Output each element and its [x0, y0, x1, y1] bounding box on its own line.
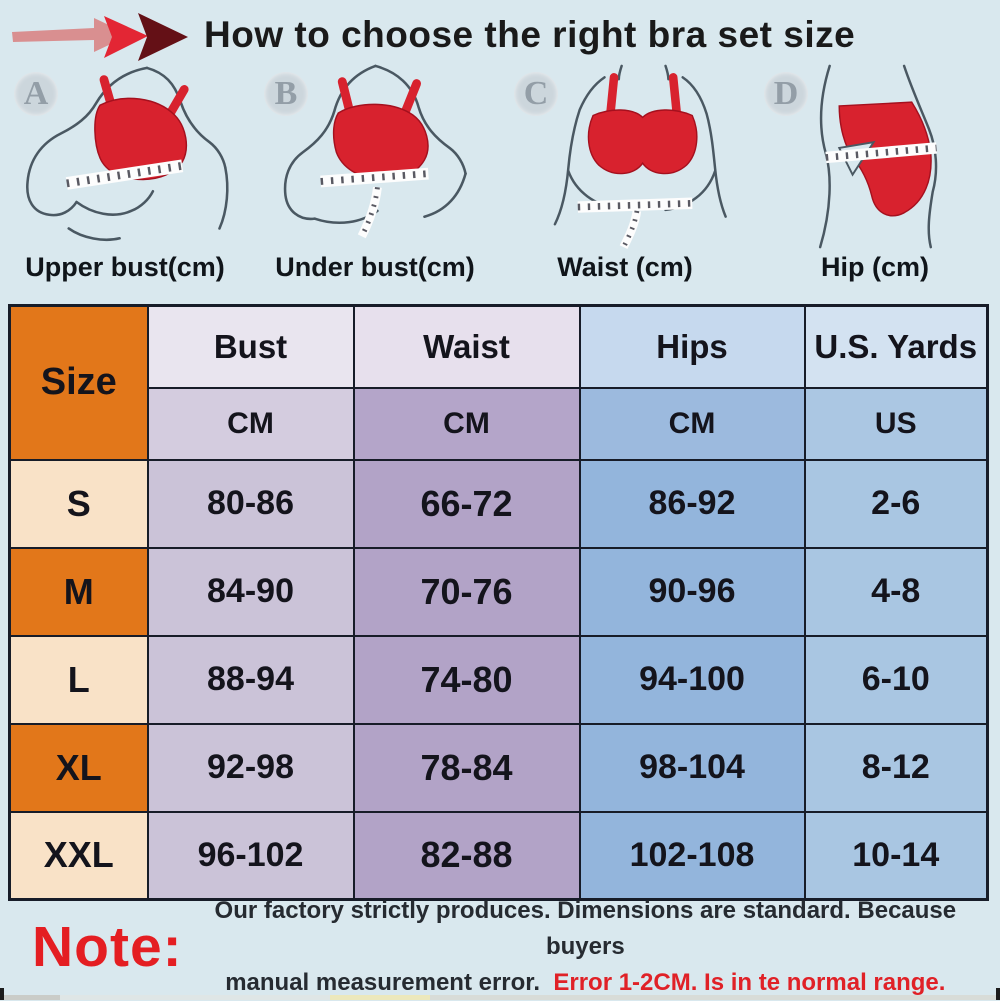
measuring-tape: [320, 167, 429, 239]
waist-header-cell: Waist: [352, 304, 581, 389]
figure-waist: C: [500, 64, 750, 290]
figure-label-waist: Waist (cm): [557, 252, 693, 282]
bra-shape: [587, 73, 698, 175]
hips-cell: 90-96: [578, 546, 806, 637]
letter-badge-b: B: [264, 72, 308, 116]
us-cell: 10-14: [803, 810, 989, 901]
measuring-tape: [577, 197, 693, 250]
body-outline: [26, 66, 229, 242]
upper-bust-illustration: [26, 66, 229, 242]
bra-shape: [94, 75, 189, 181]
figure-upper-bust: A Upper bust(cm): [0, 64, 250, 290]
waist-cell: 66-72: [352, 458, 581, 549]
waist-cell: 82-88: [352, 810, 581, 901]
triple-arrow-icon: [12, 13, 188, 61]
table-row-s: S 80-86 66-72 86-92 2-6: [8, 458, 989, 549]
us-cell: 2-6: [803, 458, 989, 549]
note-line-2-red: Error 1-2CM. Is in te normal range.: [553, 969, 946, 996]
waist-cell: 78-84: [352, 722, 581, 813]
hip-illustration: [818, 64, 938, 249]
letter-badge-d: D: [764, 72, 808, 116]
note-line-2-dark: manual measurement error.: [225, 969, 540, 996]
measuring-tape: [65, 159, 184, 190]
size-header-cell: Size: [8, 304, 149, 461]
letter-badge-c: C: [514, 72, 558, 116]
waist-cell: 74-80: [352, 634, 581, 725]
size-cell: XXL: [8, 810, 149, 901]
table-row-xl: XL 92-98 78-84 98-104 8-12: [8, 722, 989, 813]
note-line-1: Our factory strictly produces. Dimension…: [214, 897, 957, 960]
bottom-right-mark: [996, 988, 1000, 1000]
figure-label-under-bust: Under bust(cm): [275, 252, 475, 282]
bust-cell: 84-90: [146, 546, 355, 637]
waist-illustration: [553, 64, 727, 250]
bottom-left-mark: [0, 988, 4, 1000]
note-text: Our factory strictly produces. Dimension…: [197, 893, 974, 1001]
note-section: Note: Our factory strictly produces. Dim…: [0, 897, 1000, 996]
size-cell: L: [8, 634, 149, 725]
us-cell: 8-12: [803, 722, 989, 813]
measurement-figures: A Upper bust(cm): [0, 64, 1000, 290]
bra-shape: [332, 77, 429, 181]
bust-cell: 92-98: [146, 722, 355, 813]
bust-cell: 96-102: [146, 810, 355, 901]
waist-unit-cell: CM: [352, 386, 581, 461]
hips-cell: 98-104: [578, 722, 806, 813]
hips-cell: 86-92: [578, 458, 806, 549]
bust-unit-cell: CM: [146, 386, 355, 461]
bust-cell: 88-94: [146, 634, 355, 725]
hips-cell: 102-108: [578, 810, 806, 901]
title-bar: How to choose the right bra set size: [0, 0, 1000, 64]
note-label: Note:: [32, 915, 183, 979]
size-cell: S: [8, 458, 149, 549]
bust-header-cell: Bust: [146, 304, 355, 389]
us-cell: 6-10: [803, 634, 989, 725]
measuring-tape: [825, 142, 938, 164]
letter-badge-a: A: [14, 72, 58, 116]
under-bust-illustration: [283, 64, 467, 239]
size-cell: M: [8, 546, 149, 637]
note-line-2: manual measurement error. Error 1-2CM. I…: [197, 965, 974, 1001]
hips-header-cell: Hips: [578, 304, 806, 389]
page-title: How to choose the right bra set size: [204, 14, 856, 55]
table-header-row: Size Bust Waist Hips U.S. Yards: [8, 304, 989, 461]
table-row-m: M 84-90 70-76 90-96 4-8: [8, 546, 989, 637]
size-cell: XL: [8, 722, 149, 813]
hips-unit-cell: CM: [578, 386, 806, 461]
figure-under-bust: B Und: [250, 64, 500, 290]
bust-cell: 80-86: [146, 458, 355, 549]
us-yards-header-cell: U.S. Yards: [803, 304, 989, 389]
size-table: Size Bust Waist Hips U.S. Yards CM CM CM…: [8, 304, 989, 901]
figure-hip: D Hip (cm): [750, 64, 1000, 290]
figure-label-upper-bust: Upper bust(cm): [25, 252, 225, 282]
table-row-xxl: XXL 96-102 82-88 102-108 10-14: [8, 810, 989, 901]
table-row-l: L 88-94 74-80 94-100 6-10: [8, 634, 989, 725]
waist-cell: 70-76: [352, 546, 581, 637]
figure-label-hip: Hip (cm): [821, 252, 929, 282]
table-unit-row: CM CM CM US: [10, 386, 989, 461]
hips-cell: 94-100: [578, 634, 806, 725]
us-unit-cell: US: [803, 386, 989, 461]
bottom-image-edge: [0, 995, 1000, 1000]
us-cell: 4-8: [803, 546, 989, 637]
